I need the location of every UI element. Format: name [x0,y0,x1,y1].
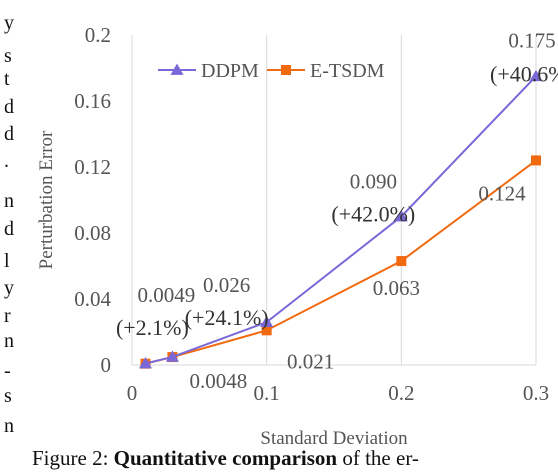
margin-letter: d [4,218,14,240]
legend-marker-ddpm [170,63,184,75]
margin-letter: n [4,415,14,437]
margin-letter: d [4,96,14,118]
margin-letter: s [4,45,12,67]
y-tick-label: 0.04 [74,287,111,311]
margin-letter: y [4,277,14,299]
margin-letter: - [4,360,11,382]
margin-letter: d [4,123,14,145]
legend: DDPM E-TSDM [158,60,385,82]
data-label: (+2.1%) [116,315,189,340]
data-label: 0.026 [203,273,250,297]
data-label: 0.021 [287,349,334,373]
data-label: 0.063 [373,276,420,300]
data-point-e-tsdm [396,256,407,267]
x-tick-label: 0.1 [254,381,280,405]
x-tick-label: 0.3 [523,381,549,405]
data-point-e-tsdm [261,325,272,336]
data-point-ddpm [529,69,543,82]
caption-prefix: Figure 2: [32,446,114,470]
y-tick-label: 0 [101,353,112,377]
figure-caption: Figure 2: Quantitative comparison of the… [32,446,419,471]
caption-suffix: of the er- [337,446,419,470]
x-tick-label: 0 [127,381,138,405]
series-layer [138,69,543,369]
margin-letter: y [4,12,14,34]
labels-layer: 0.175(+40.6%)0.090(+42.0%)0.026(+24.1%)0… [116,28,558,393]
margin-letter: n [4,190,14,212]
grid-lines [266,35,537,365]
legend-label-ddpm: DDPM [201,60,259,82]
caption-bold: Quantitative comparison [113,446,338,470]
margin-letter: t [4,68,10,90]
margin-letter: r [4,305,11,327]
x-tick-label: 0.2 [388,381,414,405]
data-point-ddpm [138,357,152,369]
data-label: (+24.1%) [185,305,269,330]
data-label: 0.0048 [190,369,248,393]
data-label: 0.0049 [138,283,196,307]
y-tick-label: 0.12 [74,155,111,179]
legend-label-e-tsdm: E-TSDM [310,60,385,82]
data-label: 0.090 [350,170,397,194]
margin-letter: l [4,250,10,272]
margin-letter: . [4,150,9,172]
y-tick-label: 0.16 [74,89,111,113]
data-label: (+42.0%) [331,202,415,227]
y-tick-label: 0.2 [85,23,111,47]
data-label: (+40.6%) [490,61,558,86]
x-axis-title: Standard Deviation [260,428,408,449]
margin-letter: s [4,385,12,407]
data-label: 0.124 [478,181,526,205]
data-point-ddpm [165,350,179,362]
data-point-ddpm [394,210,408,222]
legend-marker-e-tsdm [281,65,291,75]
margin-letter: n [4,330,14,352]
data-point-e-tsdm [531,155,541,166]
axes: 0 0.04 0.08 0.12 0.16 0.2 0 0.1 0.2 0.3 Standard D… [36,23,549,449]
data-point-ddpm [260,315,274,327]
y-axis-title: Perturbation Error [36,130,57,269]
data-label: 0.175 [508,28,555,52]
y-tick-label: 0.08 [74,221,111,245]
